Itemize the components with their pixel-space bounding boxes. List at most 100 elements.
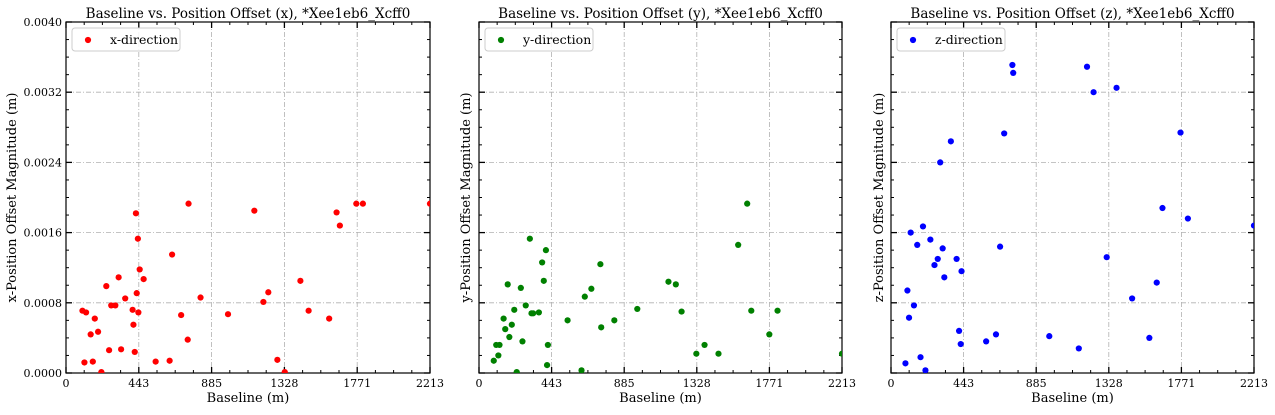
data-point: [540, 277, 547, 284]
data-point: [701, 341, 708, 349]
data-point: [1046, 333, 1053, 340]
data-point: [1159, 204, 1166, 212]
data-point: [917, 354, 924, 361]
data-point: [135, 309, 142, 316]
data-point: [1250, 222, 1254, 229]
data-point: [634, 305, 641, 313]
data-point: [539, 259, 546, 266]
data-point: [693, 350, 700, 357]
data-point: [519, 338, 526, 345]
data-point: [588, 285, 595, 292]
data-points: [902, 61, 1254, 373]
x-tick-label: 1328: [270, 377, 298, 390]
x-tick-label: 1771: [1167, 377, 1195, 390]
data-point: [748, 307, 755, 314]
data-point: [132, 210, 140, 217]
data-point: [996, 243, 1004, 250]
data-point: [1103, 254, 1110, 261]
data-point: [983, 338, 990, 345]
data-point: [134, 235, 141, 242]
data-point: [544, 341, 551, 349]
y-tick-label: 0.0032: [24, 86, 63, 99]
x-tick-label: 2213: [1240, 377, 1268, 390]
legend: z-direction: [896, 27, 1006, 52]
y-axis-label: z-Position Offset Magnitude (m): [872, 93, 887, 303]
legend-box: [896, 27, 1006, 52]
data-point: [122, 295, 129, 302]
data-point: [305, 307, 312, 314]
data-point: [130, 321, 137, 328]
data-point: [578, 367, 585, 373]
data-point: [490, 357, 497, 364]
data-point: [1113, 84, 1120, 91]
data-point: [922, 367, 929, 373]
x-axis-label: Baseline (m): [1031, 391, 1114, 406]
data-point: [152, 358, 159, 365]
data-point: [185, 200, 192, 207]
legend-box: [484, 27, 594, 52]
data-point: [597, 261, 604, 268]
data-point: [81, 359, 88, 366]
data-point: [672, 281, 679, 288]
x-tick-label: 885: [614, 377, 635, 390]
data-point: [224, 311, 232, 318]
data-point: [500, 315, 507, 322]
chart-title: Baseline vs. Position Offset (y), *Xee1e…: [498, 6, 823, 22]
data-point: [905, 314, 913, 321]
x-tick-label: 1771: [343, 377, 371, 390]
data-points: [79, 200, 430, 373]
data-point: [140, 276, 147, 283]
x-tick-label: 0: [888, 377, 895, 390]
data-point: [326, 315, 333, 322]
data-point: [957, 340, 964, 348]
legend: x-direction: [71, 27, 181, 52]
chart-title: Baseline vs. Position Offset (z), *Xee1e…: [910, 6, 1234, 22]
data-point: [91, 315, 98, 322]
data-point: [542, 247, 550, 254]
data-point: [955, 327, 963, 334]
data-point: [274, 356, 281, 363]
data-point: [508, 321, 515, 328]
data-point: [504, 281, 511, 288]
data-point: [115, 274, 122, 281]
data-point: [94, 328, 102, 335]
data-point: [496, 341, 503, 349]
x-tick-label: 1771: [755, 377, 783, 390]
data-point: [89, 358, 96, 365]
legend-label: x-direction: [110, 32, 178, 47]
chart-panel-3: Baseline vs. Position Offset (z), *Xee1e…: [872, 6, 1268, 406]
data-point: [353, 200, 360, 207]
data-point: [838, 350, 842, 357]
x-axis-label: Baseline (m): [207, 391, 290, 406]
x-tick-label: 885: [1026, 377, 1047, 390]
data-point: [931, 261, 938, 269]
data-point: [919, 223, 927, 230]
data-point: [1090, 89, 1097, 96]
data-point: [511, 306, 518, 313]
data-point: [530, 310, 537, 317]
data-point: [564, 317, 571, 324]
data-point: [281, 369, 288, 373]
data-point: [297, 277, 304, 284]
data-point: [522, 302, 529, 309]
data-point: [678, 308, 685, 315]
data-point: [992, 331, 1000, 338]
data-point: [958, 268, 965, 275]
x-axis-label: Baseline (m): [619, 391, 702, 406]
data-point: [166, 357, 173, 364]
legend-marker: [497, 36, 505, 44]
data-point: [611, 317, 618, 324]
data-point: [953, 255, 960, 263]
x-tick-label: 2213: [416, 377, 444, 390]
data-point: [939, 245, 946, 252]
data-point: [904, 287, 911, 294]
data-point: [517, 284, 524, 291]
data-point: [902, 360, 909, 367]
data-point: [502, 326, 509, 333]
data-point: [133, 290, 140, 297]
x-tick-label: 443: [953, 377, 974, 390]
data-point: [178, 311, 185, 319]
data-point: [1184, 215, 1191, 222]
data-point: [112, 302, 119, 309]
